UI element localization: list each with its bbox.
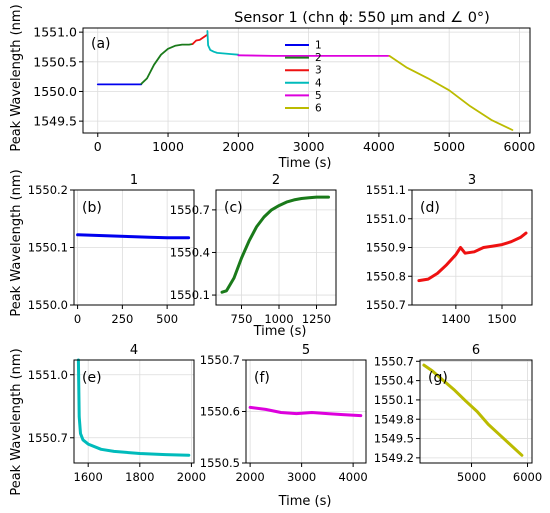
panel-e-panel-label: (e) (82, 370, 102, 386)
panel-f-x-tick-label: 2000 (235, 470, 264, 484)
panel-a-series-line-6 (388, 55, 514, 131)
panel-a-series-line-2 (140, 43, 194, 85)
panel-b-x-tick-label: 250 (111, 312, 133, 326)
panel-b-x-tick-label: 0 (74, 312, 81, 326)
panel-a-x-tick-label: 0 (94, 139, 102, 154)
panel-g-title: 6 (472, 343, 480, 358)
panel-a-ylabel: Peak Wavelength (nm) (9, 4, 24, 151)
panel-a-y-tick-label: 1550.0 (33, 84, 77, 99)
panel-f-series-line-1 (248, 405, 363, 418)
panel-c-series-line-1 (220, 195, 330, 294)
panel-d-y-tick-label: 1550.9 (366, 241, 406, 255)
panel-e-ylabel: Peak Wavelength (nm) (9, 348, 24, 495)
panel-e-y-tick-label: 1551.0 (28, 368, 68, 382)
panel-d-chart: 1400 1500 1550.7 1550.8 1550.9 1551.0 1551.1 3 (… (366, 173, 533, 326)
panel-d-y-tick-label: 1551.1 (366, 183, 406, 197)
panel-b-panel-label: (b) (82, 200, 102, 216)
panel-g-y-tick-label: 1550.4 (374, 374, 414, 388)
panel-b-y-tick-label: 1550.0 (28, 298, 68, 312)
panel-e-series-line-1 (76, 358, 191, 457)
panel-e-x-tick-label: 1800 (125, 470, 154, 484)
panel-b-chart: 0 250 500 1550.0 1550.1 1550.2 1 (b) (28, 173, 195, 326)
panel-g-y-tick-label: 1550.7 (374, 354, 414, 368)
panel-b-title: 1 (130, 173, 138, 188)
panel-d-y-tick-label: 1550.7 (366, 298, 406, 312)
panel-f-panel-label: (f) (254, 370, 270, 386)
panel-c-plot-frame (215, 189, 337, 306)
panel-b-y-tick-label: 1550.1 (28, 241, 68, 255)
panel-a-y-tick-label: 1551.0 (33, 25, 77, 40)
panel-b-series-line-1 (76, 233, 191, 240)
panel-e-x-tick-label: 2000 (177, 470, 206, 484)
panel-d-panel-label: (d) (420, 200, 440, 216)
panel-b-y-tick-label: 1550.2 (28, 183, 68, 197)
panel-e-title: 4 (130, 343, 138, 358)
panel-e-x-tick-label: 1600 (74, 470, 103, 484)
panel-c-x-tick-label: 750 (231, 312, 253, 326)
figure-title: Sensor 1 (chn ϕ: 550 µm and ∠ 0°) (234, 10, 490, 26)
panel-e-plot-frame (73, 359, 195, 464)
legend-label: 6 (315, 103, 322, 115)
panel-a-x-tick-label: 1000 (152, 139, 184, 154)
panel-g-series-line-1 (422, 363, 524, 457)
legend-label: 4 (315, 77, 322, 89)
panel-a-x-tick-label: 2000 (222, 139, 254, 154)
panel-c-chart: 750 1000 1250 1550.1 1550.4 1550.7 2 (c) (170, 173, 337, 326)
panel-b-x-tick-label: 500 (156, 312, 178, 326)
panel-g-plot-frame (419, 359, 533, 464)
panel-f-y-tick-label: 1550.5 (200, 456, 240, 470)
panel-c-y-tick-label: 1550.7 (170, 203, 210, 217)
panel-f-chart: 2000 3000 4000 1550.5 1550.6 1550.7 5 (f) (200, 343, 368, 484)
panel-a-x-tick-label: 3000 (293, 139, 325, 154)
panel-a-x-tick-label: 4000 (363, 139, 395, 154)
panel-c-y-tick-label: 1550.1 (170, 288, 210, 302)
panel-f-y-tick-label: 1550.7 (200, 353, 240, 367)
panel-g-panel-label: (g) (428, 370, 448, 386)
panel-a-chart: 0 1000 2000 3000 4000 5000 6000 1549.5 1550.0 155… (33, 25, 535, 154)
panel-d-series-line-1 (417, 231, 528, 283)
panel-g-chart: 5000 6000 1549.2 1549.5 1549.8 1550.1 1550.4 15… (374, 343, 542, 484)
panel-a-x-tick-label: 5000 (433, 139, 465, 154)
panel-a-xlabel: Time (s) (278, 156, 332, 171)
panel-c-xlabel: Time (s) (253, 324, 307, 339)
panel-c-title: 2 (272, 173, 280, 188)
panel-a-series-line-4 (206, 30, 240, 56)
panel-a-x-tick-label: 6000 (504, 139, 536, 154)
legend-label: 2 (315, 52, 322, 64)
panel-f-x-tick-label: 4000 (338, 470, 367, 484)
panel-f-x-tick-label: 3000 (287, 470, 316, 484)
panel-f-xlabel: Time (s) (278, 494, 332, 509)
panel-d-y-tick-label: 1551.0 (366, 212, 406, 226)
panel-a-series-line-5 (237, 54, 391, 57)
panel-c-panel-label: (c) (224, 200, 243, 216)
panel-a-series-line-3 (191, 34, 208, 45)
panel-e-y-tick-label: 1550.7 (28, 431, 68, 445)
panel-g-y-tick-label: 1549.2 (374, 451, 414, 465)
panel-g-y-tick-label: 1549.5 (374, 432, 414, 446)
panel-g-x-tick-label: 6000 (513, 470, 542, 484)
panel-f-y-tick-label: 1550.6 (200, 405, 240, 419)
legend-label: 3 (315, 65, 322, 77)
panel-a-y-tick-label: 1550.5 (33, 54, 77, 69)
panel-d-x-tick-label: 1400 (441, 312, 470, 326)
panel-c-y-tick-label: 1550.4 (170, 246, 210, 260)
panel-b-ylabel: Peak Wavelength (nm) (9, 169, 24, 316)
panel-d-title: 3 (468, 173, 476, 188)
panel-d-x-tick-label: 1500 (487, 312, 516, 326)
panel-f-title: 5 (302, 343, 310, 358)
panel-g-x-tick-label: 5000 (457, 470, 486, 484)
legend-label: 5 (315, 90, 322, 102)
panel-e-chart: 1600 1800 2000 1550.7 1551.0 4 (e) (28, 343, 206, 484)
panel-c-x-tick-label: 1000 (264, 312, 293, 326)
panel-c-x-tick-label: 1250 (302, 312, 331, 326)
legend-label: 1 (315, 40, 322, 52)
panel-a-y-tick-label: 1549.5 (33, 114, 77, 129)
panel-g-y-tick-label: 1550.1 (374, 393, 414, 407)
panel-d-y-tick-label: 1550.8 (366, 269, 406, 283)
panel-a-plot-frame (82, 27, 531, 134)
panel-g-y-tick-label: 1549.8 (374, 412, 414, 426)
panel-a-panel-label: (a) (91, 36, 111, 52)
